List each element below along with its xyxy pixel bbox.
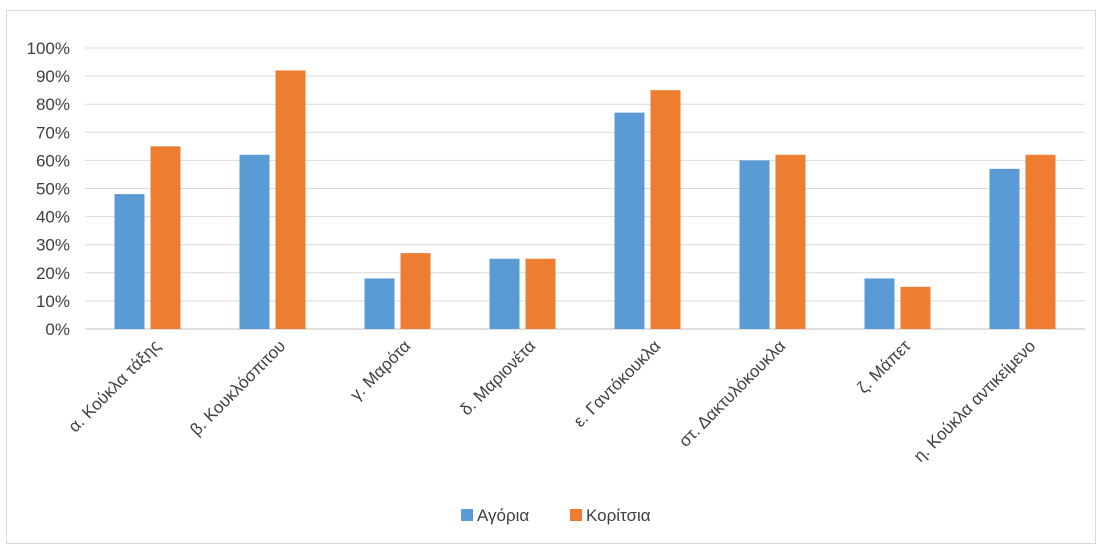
legend-swatch [461, 509, 473, 521]
y-tick-label: 70% [36, 123, 70, 142]
y-tick-label: 50% [36, 180, 70, 199]
grid-layer [85, 47, 1085, 330]
bar [400, 253, 431, 329]
bar [239, 154, 270, 329]
legend-label: Αγόρια [477, 506, 529, 525]
bar [275, 70, 306, 329]
x-axis-categories: α. Κούκλα τάξης β. Κουκλόσπιτου γ. Μαρότα δ… [65, 336, 1040, 466]
bar [150, 146, 181, 329]
y-axis-ticks: 0% 10% 20% 30% 40% 50% 60% 70% 80% 90% 100% [27, 39, 70, 339]
bar [614, 112, 645, 329]
bar [364, 278, 395, 329]
y-tick-label: 30% [36, 236, 70, 255]
bar [739, 160, 770, 329]
y-tick-label: 10% [36, 292, 70, 311]
bar [489, 258, 520, 329]
x-category-label: στ. Δακτυλόκουκλα [675, 336, 789, 450]
bar [775, 154, 806, 329]
x-category-label: ε. Γαντόκουκλα [570, 336, 665, 431]
y-tick-label: 90% [36, 67, 70, 86]
y-tick-label: 20% [36, 264, 70, 283]
bar [989, 168, 1020, 329]
bar [864, 278, 895, 329]
y-tick-label: 0% [45, 320, 70, 339]
y-tick-label: 60% [36, 151, 70, 170]
x-category-label: γ. Μαρότα [346, 336, 414, 404]
bar [650, 90, 681, 330]
bar [1025, 154, 1056, 329]
y-tick-label: 100% [27, 39, 70, 58]
legend-swatch [570, 509, 582, 521]
bar [525, 258, 556, 329]
legend: Αγόρια Κορίτσια [461, 506, 651, 525]
bar [900, 286, 931, 329]
x-category-label: δ. Μαριονέτα [456, 336, 539, 419]
bar [114, 194, 145, 329]
x-category-label: ζ. Μάπετ [854, 336, 915, 397]
bars [114, 70, 1056, 330]
x-category-label: β. Κουκλόσπιτου [186, 336, 289, 439]
x-category-label: η. Κούκλα αντικείμενο [910, 336, 1039, 465]
x-category-label: α. Κούκλα τάξης [65, 336, 165, 436]
y-tick-label: 80% [36, 95, 70, 114]
legend-label: Κορίτσια [586, 506, 651, 525]
y-tick-label: 40% [36, 208, 70, 227]
